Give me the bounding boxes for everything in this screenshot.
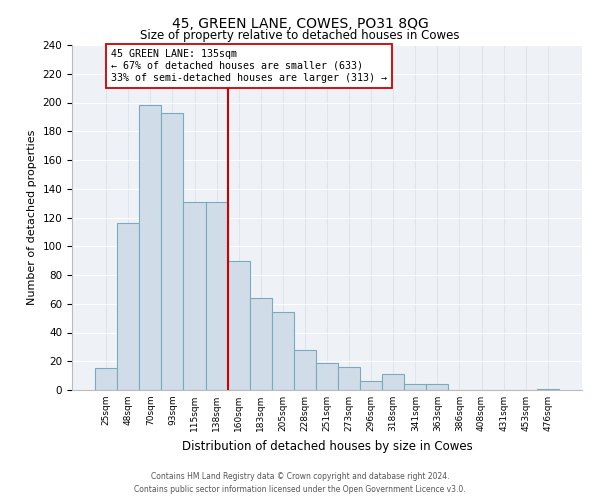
- Bar: [184, 202, 206, 390]
- Bar: [427, 384, 448, 390]
- Text: Contains HM Land Registry data © Crown copyright and database right 2024.
Contai: Contains HM Land Registry data © Crown c…: [134, 472, 466, 494]
- X-axis label: Distribution of detached houses by size in Cowes: Distribution of detached houses by size …: [182, 440, 472, 452]
- Bar: [272, 312, 294, 390]
- Bar: [338, 367, 360, 390]
- Bar: [537, 388, 559, 390]
- Y-axis label: Number of detached properties: Number of detached properties: [27, 130, 37, 305]
- Bar: [294, 350, 316, 390]
- Bar: [139, 106, 161, 390]
- Bar: [117, 223, 139, 390]
- Bar: [360, 382, 382, 390]
- Bar: [316, 362, 338, 390]
- Text: Size of property relative to detached houses in Cowes: Size of property relative to detached ho…: [140, 28, 460, 42]
- Bar: [382, 374, 404, 390]
- Bar: [250, 298, 272, 390]
- Text: 45, GREEN LANE, COWES, PO31 8QG: 45, GREEN LANE, COWES, PO31 8QG: [172, 18, 428, 32]
- Text: 45 GREEN LANE: 135sqm
← 67% of detached houses are smaller (633)
33% of semi-det: 45 GREEN LANE: 135sqm ← 67% of detached …: [110, 50, 386, 82]
- Bar: [227, 260, 250, 390]
- Bar: [161, 112, 184, 390]
- Bar: [95, 368, 117, 390]
- Bar: [206, 202, 227, 390]
- Bar: [404, 384, 427, 390]
